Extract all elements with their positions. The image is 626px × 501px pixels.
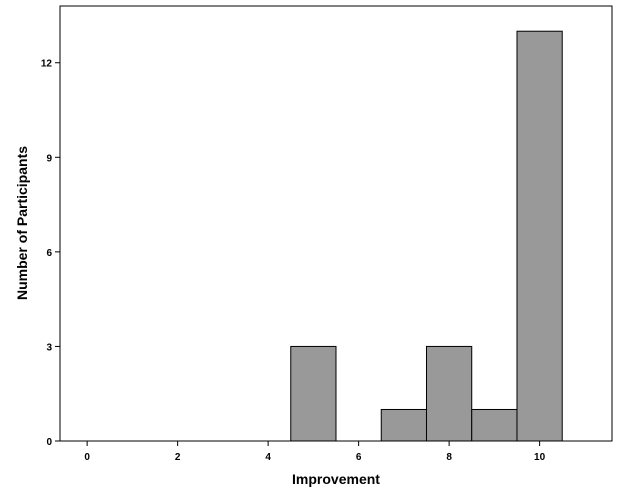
histogram-bar-10 <box>516 30 563 442</box>
x-axis-label: Improvement <box>292 471 380 487</box>
x-tick-label: 0 <box>84 452 90 463</box>
y-tick-label: 0 <box>46 437 52 448</box>
x-tick-label: 8 <box>446 452 452 463</box>
x-axis-ticks: 0 2 4 6 8 10 <box>84 441 546 463</box>
histogram-bar-5 <box>290 345 337 442</box>
x-tick-label: 4 <box>265 452 271 463</box>
histogram-bar-9 <box>471 408 518 442</box>
y-tick-label: 3 <box>46 342 52 353</box>
histogram-bar-7 <box>380 408 427 442</box>
y-tick-label: 6 <box>46 248 52 259</box>
x-tick-label: 2 <box>175 452 181 463</box>
y-axis-label: Number of Participants <box>14 146 30 300</box>
y-tick-label: 12 <box>41 59 53 70</box>
y-axis-ticks: 0 3 6 9 12 <box>41 59 60 448</box>
y-tick-label: 9 <box>46 153 52 164</box>
bars-group <box>290 30 563 442</box>
x-tick-label: 10 <box>534 452 546 463</box>
histogram-bar-8 <box>425 345 473 442</box>
x-tick-label: 6 <box>356 452 362 463</box>
